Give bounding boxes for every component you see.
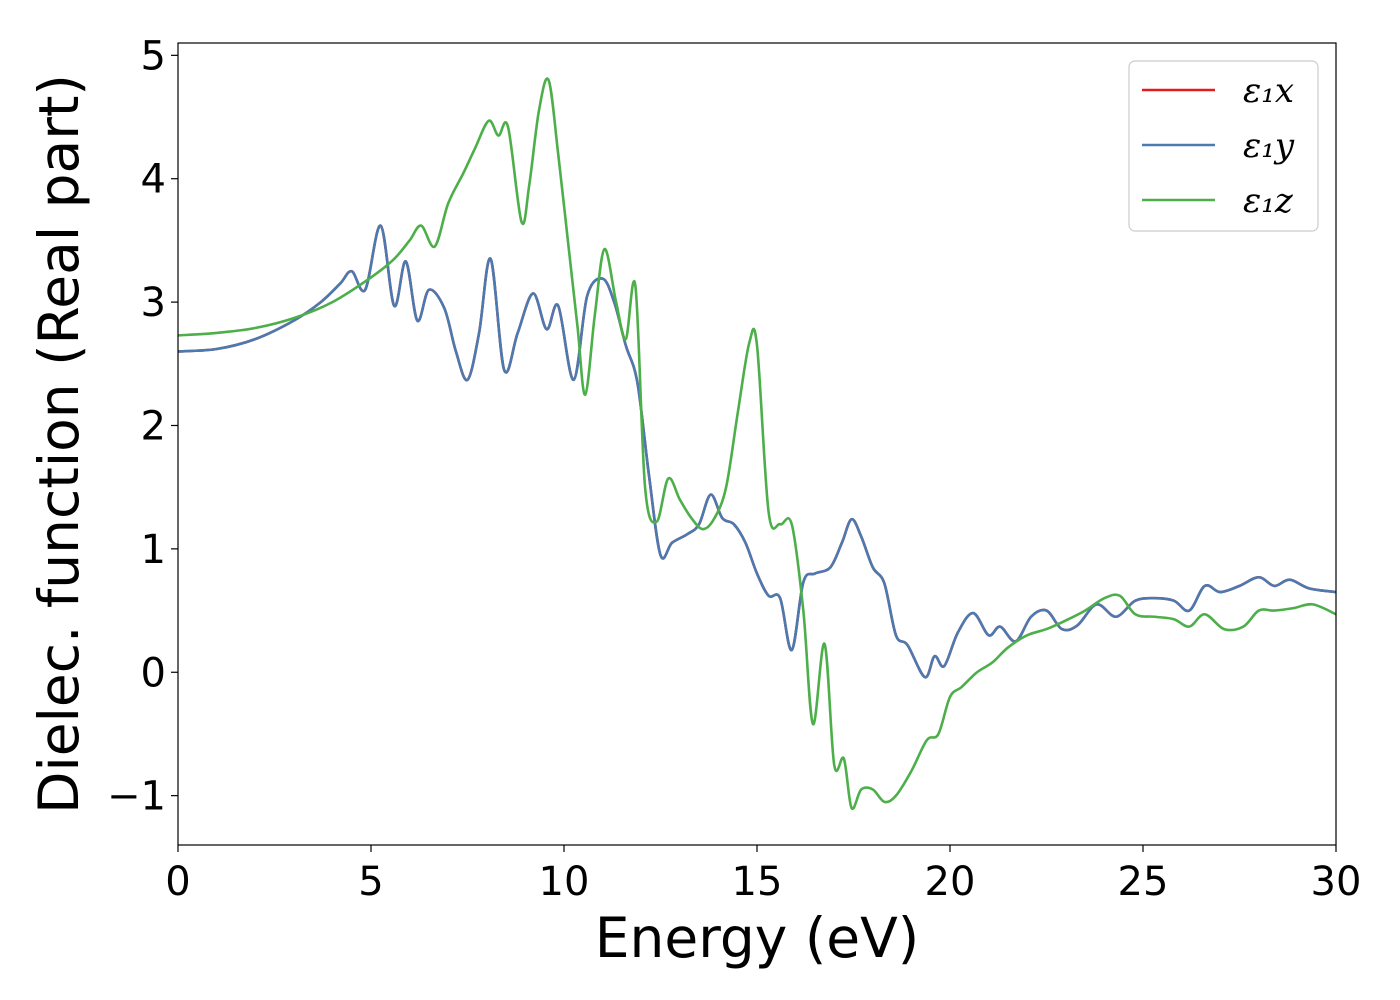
legend-frame	[1128, 60, 1319, 232]
x-axis-label: Energy (eV)	[595, 906, 919, 970]
x-tick-label: 20	[925, 859, 976, 905]
x-tick-label: 25	[1118, 859, 1169, 905]
legend-label: ε₁z	[1243, 181, 1294, 221]
x-tick-label: 0	[165, 859, 190, 905]
series-line-3	[177, 77, 1337, 811]
x-tick-label: 30	[1311, 859, 1362, 905]
series-layer	[177, 77, 1337, 811]
y-tick-label: 4	[141, 157, 166, 203]
y-axis-label: Dielec. function (Real part)	[27, 74, 91, 814]
y-tick-label: −1	[107, 774, 166, 820]
x-tick-label: 10	[539, 859, 590, 905]
x-tick-label: 15	[732, 859, 783, 905]
x-tick-label: 5	[358, 859, 383, 905]
legend: ε₁x ε₁y ε₁z	[1128, 60, 1319, 232]
y-tick-label: 3	[141, 280, 166, 326]
y-tick-label: 5	[141, 33, 166, 79]
legend-label: ε₁y	[1243, 126, 1295, 166]
y-tick-label: 2	[141, 403, 166, 449]
y-axis-ticks: −1 0 1 2 3 4 5	[107, 33, 178, 820]
y-tick-label: 0	[141, 650, 166, 696]
y-tick-label: 1	[141, 527, 166, 573]
legend-label: ε₁x	[1243, 71, 1294, 111]
x-axis-ticks: 0 5 10 15 20 25 30	[165, 845, 1361, 905]
